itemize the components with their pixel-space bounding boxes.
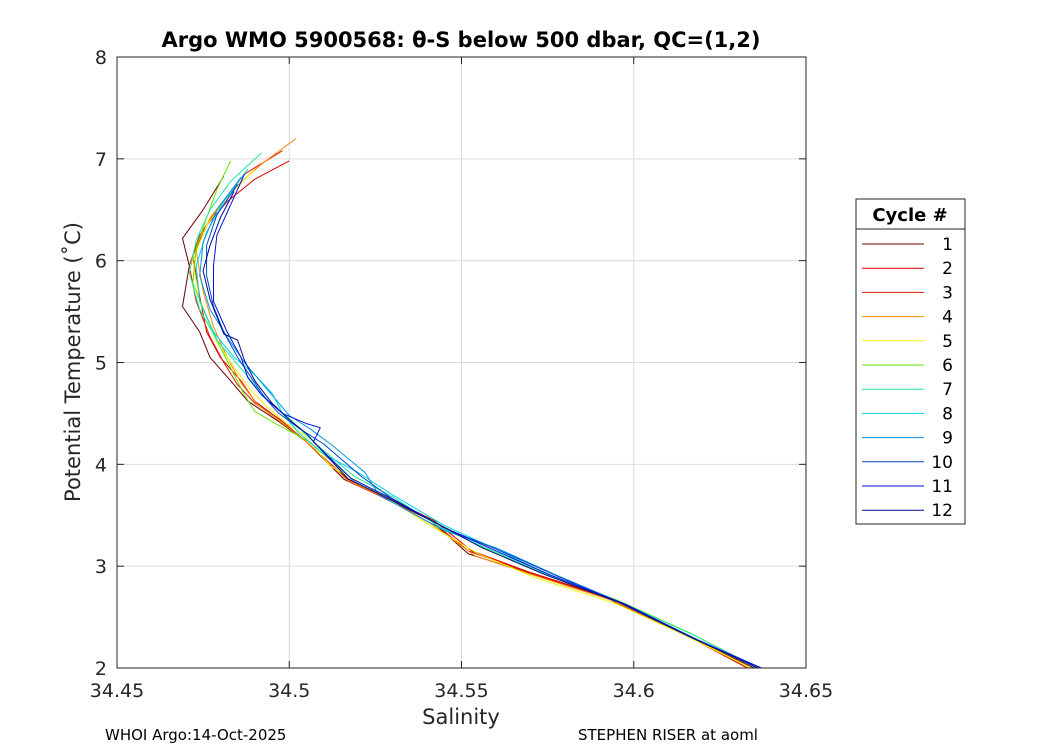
series-line-cycle-12 <box>202 191 759 668</box>
grid-lines <box>117 57 806 668</box>
series-lines <box>182 138 762 668</box>
y-tick-label: 3 <box>95 556 107 578</box>
x-tick-label: 34.6 <box>613 680 655 702</box>
legend-label-cycle-10: 10 <box>931 453 953 473</box>
x-tick-label: 34.65 <box>779 680 833 702</box>
series-line-cycle-11 <box>213 173 762 668</box>
legend-box <box>855 198 966 525</box>
y-tick-label: 4 <box>95 454 107 476</box>
legend-label-cycle-4: 4 <box>942 308 953 328</box>
legend-label-cycle-5: 5 <box>942 332 953 352</box>
series-line-cycle-5 <box>192 168 752 668</box>
y-tick-label: 2 <box>95 658 107 680</box>
legend-label-cycle-6: 6 <box>942 356 953 376</box>
legend-label-cycle-2: 2 <box>942 259 953 279</box>
y-tick-label: 6 <box>95 251 107 273</box>
legend-label-cycle-1: 1 <box>942 235 953 255</box>
chart-title: Argo WMO 5900568: θ-S below 500 dbar, QC… <box>162 28 761 52</box>
axis-ticks: 34.45 34.5 34.55 34.6 34.65 2 3 4 5 6 7 8 <box>90 47 833 702</box>
legend-title: Cycle # <box>872 205 947 226</box>
footer-right: STEPHEN RISER at aoml <box>578 726 758 744</box>
legend-label-cycle-3: 3 <box>942 283 953 303</box>
x-tick-label: 34.55 <box>434 680 488 702</box>
series-line-cycle-10 <box>206 184 762 668</box>
y-tick-label: 7 <box>95 149 107 171</box>
y-tick-label: 5 <box>95 353 107 375</box>
footer-left: WHOI Argo:14-Oct-2025 <box>105 726 286 744</box>
series-line-cycle-9 <box>199 176 762 668</box>
x-tick-label: 34.5 <box>268 680 310 702</box>
legend-label-cycle-12: 12 <box>931 501 953 521</box>
legend-label-cycle-9: 9 <box>942 429 953 449</box>
legend-label-cycle-11: 11 <box>931 477 953 497</box>
y-axis-label: Potential Temperature (˚C) <box>61 222 85 502</box>
series-line-cycle-3 <box>188 150 748 668</box>
x-tick-label: 34.45 <box>90 680 144 702</box>
y-tick-label: 8 <box>95 47 107 69</box>
legend-label-cycle-8: 8 <box>942 404 953 424</box>
x-axis-label: Salinity <box>422 705 500 729</box>
legend-label-cycle-7: 7 <box>942 380 953 400</box>
